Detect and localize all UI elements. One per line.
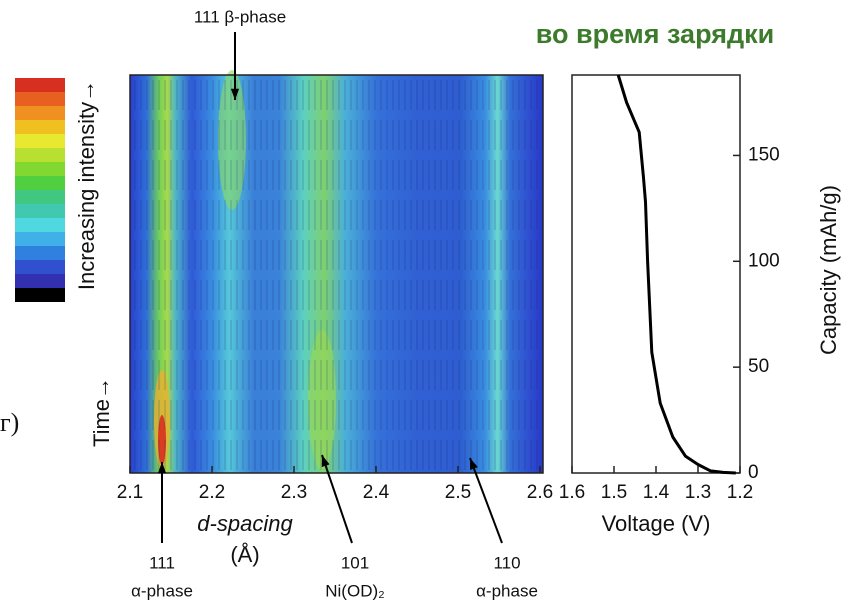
heatmap [129, 70, 544, 474]
x-tick-label: 1.3 [685, 482, 711, 503]
x-tick-label: 1.5 [601, 482, 627, 503]
annotation: α-phase [476, 581, 538, 600]
plot-frame [571, 74, 741, 474]
annotation: α-phase [131, 581, 193, 600]
annotation-arrowhead [157, 462, 167, 474]
colorbar [15, 78, 65, 302]
y-axis-label: Capacity (mAh/g) [816, 185, 841, 355]
x-tick-label: 1.6 [559, 482, 585, 503]
annotation-arrow [469, 457, 503, 544]
x-tick-label: 2.2 [199, 482, 225, 503]
colorbar-label: Increasing intensity→ [74, 80, 99, 290]
x-axis-label: (Å) [230, 542, 259, 567]
x-axis-label: d-spacing [197, 511, 293, 536]
annotation-arrowhead [470, 458, 478, 470]
y-tick-label: 50 [748, 356, 769, 377]
y-axis-label: Time→ [89, 377, 114, 447]
y-tick-label: 150 [748, 144, 780, 165]
line-series [616, 74, 736, 475]
x-tick-label: 2.4 [363, 482, 390, 503]
line-panel [571, 74, 741, 474]
annotation: 110 [493, 553, 520, 572]
x-tick-label: 2.5 [445, 482, 471, 503]
x-tick-label: 2.1 [117, 482, 143, 503]
y-tick-label: 0 [748, 462, 759, 483]
annotation: 111 β-phase [194, 7, 286, 26]
x-tick-label: 1.2 [727, 482, 753, 503]
x-axis-label: Voltage (V) [602, 511, 711, 536]
annotation: Ni(OD)₂ [325, 581, 384, 600]
annotation-arrowhead [321, 455, 330, 467]
annotation-arrow [321, 454, 353, 544]
x-tick-label: 2.3 [281, 482, 307, 503]
heading: во время зарядки [536, 19, 774, 49]
x-tick-label: 1.4 [643, 482, 670, 503]
x-tick-label: 2.6 [527, 482, 553, 503]
annotation-arrowhead [230, 88, 240, 100]
annotation: 101 [341, 553, 369, 572]
panel-label: г) [0, 408, 19, 437]
annotation: 111 [149, 553, 175, 572]
y-tick-label: 100 [748, 250, 780, 271]
